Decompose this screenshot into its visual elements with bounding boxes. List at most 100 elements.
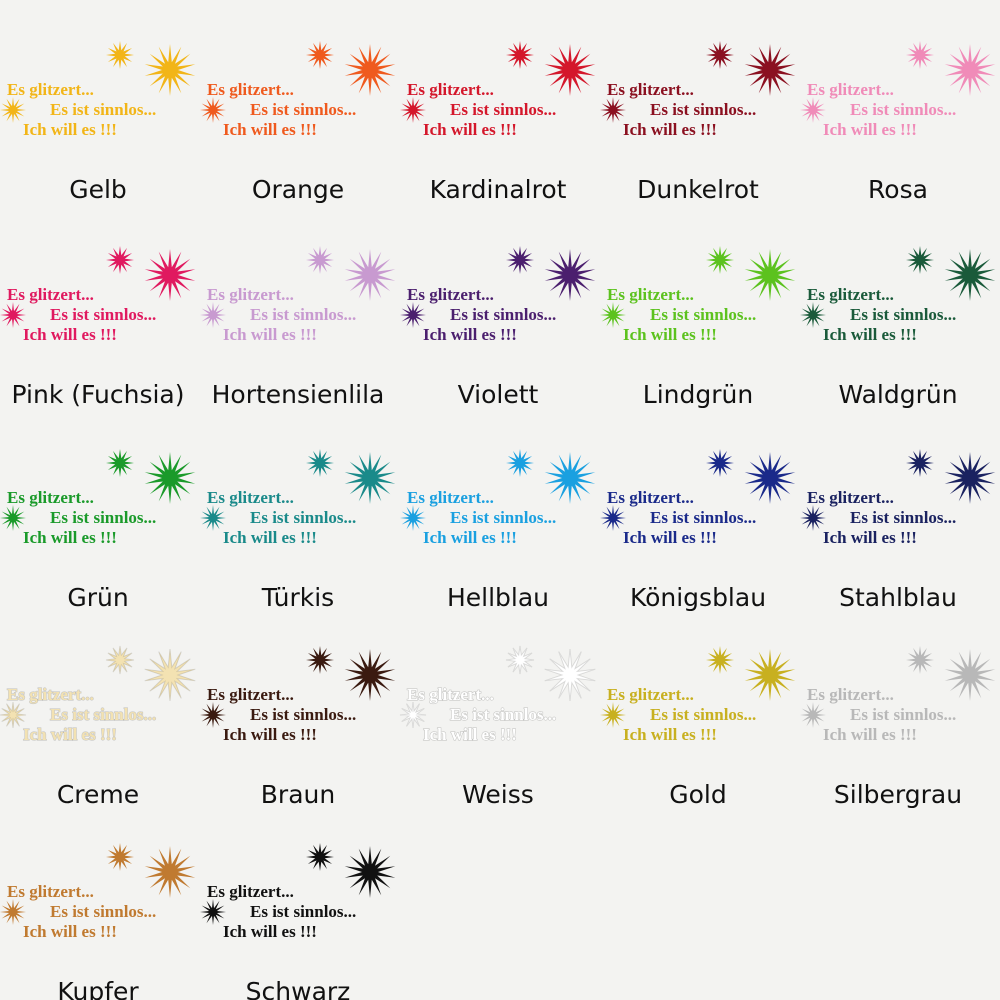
motif-line: Es glitzert... <box>607 685 694 704</box>
star-large <box>744 649 796 701</box>
motif-line: Ich will es !!! <box>623 725 717 744</box>
star-small <box>706 41 734 69</box>
star-side <box>600 302 626 328</box>
swatch: Es glitzert...Es ist sinnlos...Ich will … <box>400 246 596 409</box>
star-small <box>906 41 934 69</box>
star-large <box>144 648 196 702</box>
motif-line: Es glitzert... <box>407 685 494 704</box>
color-name: Gelb <box>69 175 127 204</box>
color-name: Dunkelrot <box>637 175 759 204</box>
motif-line: Ich will es !!! <box>823 528 917 547</box>
color-name: Stahlblau <box>839 583 957 612</box>
motif-line: Es ist sinnlos... <box>450 305 556 324</box>
star-small <box>106 246 134 274</box>
color-name: Schwarz <box>246 977 351 1000</box>
swatch: Es glitzert...Es ist sinnlos...Ich will … <box>0 645 196 809</box>
swatch: Es glitzert...Es ist sinnlos...Ich will … <box>800 246 996 409</box>
motif-line: Es ist sinnlos... <box>850 305 956 324</box>
star-side <box>399 701 427 729</box>
star-small <box>306 449 334 477</box>
star-side <box>800 302 826 328</box>
star-side <box>600 505 626 531</box>
swatch: Es glitzert...Es ist sinnlos...Ich will … <box>200 41 396 204</box>
motif-line: Ich will es !!! <box>23 120 117 139</box>
star-side <box>200 302 226 328</box>
star-side <box>800 97 826 123</box>
motif-line: Es glitzert... <box>7 488 94 507</box>
motif-line: Es ist sinnlos... <box>650 705 756 724</box>
motif-line: Ich will es !!! <box>23 325 117 344</box>
star-small <box>306 41 334 69</box>
color-name: Königsblau <box>630 583 766 612</box>
star-large <box>544 44 596 96</box>
motif-line: Es glitzert... <box>207 80 294 99</box>
swatch: Es glitzert...Es ist sinnlos...Ich will … <box>800 41 996 204</box>
motif-line: Ich will es !!! <box>423 528 517 547</box>
star-side <box>200 899 226 925</box>
star-side <box>600 97 626 123</box>
color-name: Hortensienlila <box>212 380 385 409</box>
star-side <box>0 302 26 328</box>
star-side <box>0 899 26 925</box>
motif-line: Es ist sinnlos... <box>50 508 156 527</box>
motif-line: Es ist sinnlos... <box>250 705 356 724</box>
star-large <box>744 44 796 96</box>
star-large <box>144 846 196 898</box>
motif-line: Es glitzert... <box>407 80 494 99</box>
motif-line: Es ist sinnlos... <box>250 305 356 324</box>
star-large <box>344 846 396 898</box>
star-large <box>544 452 596 504</box>
star-small <box>105 645 135 675</box>
swatch: Es glitzert...Es ist sinnlos...Ich will … <box>600 41 796 204</box>
motif-line: Es glitzert... <box>807 80 894 99</box>
star-side <box>0 97 26 123</box>
motif-line: Es glitzert... <box>207 488 294 507</box>
motif-line: Ich will es !!! <box>23 922 117 941</box>
motif-line: Es ist sinnlos... <box>650 305 756 324</box>
motif-line: Ich will es !!! <box>223 528 317 547</box>
motif-line: Es glitzert... <box>207 285 294 304</box>
swatch: Es glitzert...Es ist sinnlos...Ich will … <box>200 646 396 809</box>
color-name: Braun <box>261 780 335 809</box>
motif-line: Es glitzert... <box>207 685 294 704</box>
color-name: Creme <box>57 780 139 809</box>
star-small <box>106 449 134 477</box>
color-name: Lindgrün <box>643 380 753 409</box>
motif-line: Ich will es !!! <box>823 725 917 744</box>
star-small <box>306 843 334 871</box>
motif-line: Es glitzert... <box>607 488 694 507</box>
motif-line: Ich will es !!! <box>423 325 517 344</box>
motif-line: Ich will es !!! <box>823 325 917 344</box>
motif-line: Es ist sinnlos... <box>50 305 156 324</box>
motif-line: Es glitzert... <box>607 80 694 99</box>
star-small <box>906 246 934 274</box>
star-side <box>400 505 426 531</box>
motif-line: Ich will es !!! <box>423 120 517 139</box>
star-side <box>800 702 826 728</box>
motif-line: Es glitzert... <box>7 685 94 704</box>
star-small <box>505 645 535 675</box>
star-large <box>944 452 996 504</box>
star-small <box>106 843 134 871</box>
swatch: Es glitzert...Es ist sinnlos...Ich will … <box>400 41 596 204</box>
motif-line: Es ist sinnlos... <box>50 705 156 724</box>
star-small <box>106 41 134 69</box>
star-side <box>400 302 426 328</box>
motif-line: Es glitzert... <box>607 285 694 304</box>
color-name: Weiss <box>462 780 534 809</box>
star-side <box>200 702 226 728</box>
color-name: Silbergrau <box>834 780 962 809</box>
swatch: Es glitzert...Es ist sinnlos...Ich will … <box>0 246 196 409</box>
motif-line: Ich will es !!! <box>223 120 317 139</box>
color-name: Hellblau <box>447 583 549 612</box>
color-name: Kupfer <box>57 977 139 1000</box>
color-name: Orange <box>252 175 344 204</box>
star-side <box>800 505 826 531</box>
motif-line: Es ist sinnlos... <box>650 100 756 119</box>
star-small <box>306 246 334 274</box>
star-large <box>344 44 396 96</box>
color-name: Rosa <box>868 175 928 204</box>
motif-line: Ich will es !!! <box>223 725 317 744</box>
